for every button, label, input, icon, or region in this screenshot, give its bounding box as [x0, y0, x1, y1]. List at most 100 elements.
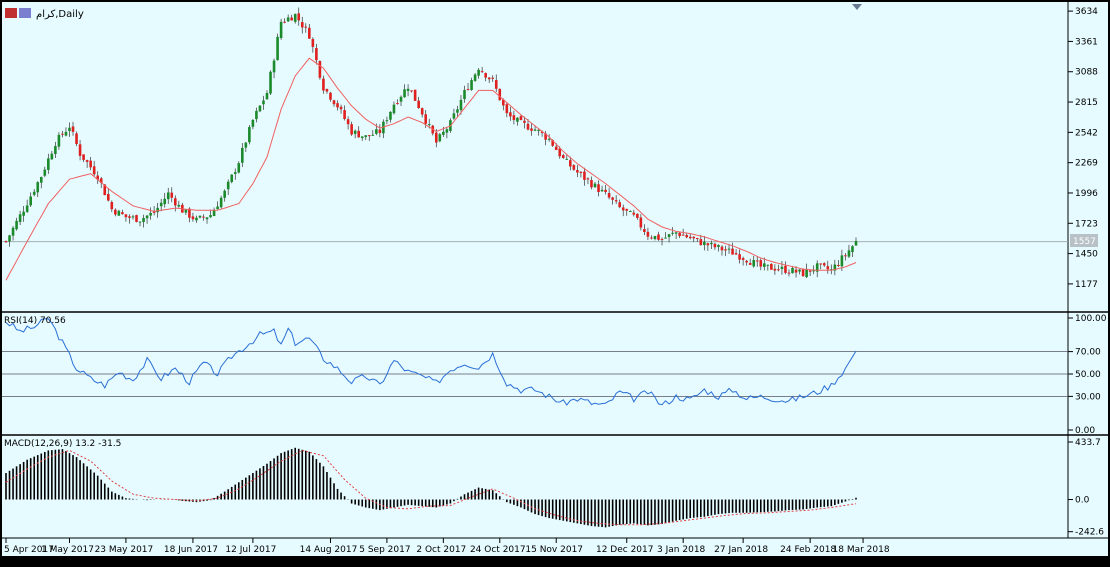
candle-bear [202, 216, 205, 218]
candle-bear [688, 236, 692, 239]
candle-bear [152, 211, 156, 213]
candle-bear [71, 126, 75, 132]
macd-panel[interactable]: 433.7 0.0 -242.6 [5, 438, 1104, 538]
candle-bear [607, 193, 611, 198]
price-tick-label: 3361 [1075, 37, 1098, 47]
candle-bear [346, 119, 350, 125]
symbol-icons[interactable] [5, 8, 31, 18]
time-tick-label: 1 May 2017 [41, 545, 94, 555]
candle-bull [798, 269, 801, 272]
candle-bull [8, 235, 11, 242]
candle-bear [420, 108, 424, 115]
candle-bull [142, 217, 145, 223]
candle-bull [427, 124, 431, 126]
candle-bull [600, 189, 604, 192]
candle-bear [413, 89, 417, 101]
candle-bull [762, 263, 766, 267]
candle-bear [801, 269, 805, 277]
candle-bull [371, 134, 375, 136]
candle-bull [279, 21, 283, 39]
candle-bear [787, 272, 791, 274]
candle-bear [311, 39, 315, 47]
bar-chart-icon[interactable] [5, 8, 17, 18]
candle-bull [226, 181, 230, 190]
candle-bull [445, 129, 449, 133]
price-tick-label: 3634 [1075, 7, 1098, 17]
candle-bull [766, 264, 770, 266]
candle-bull [470, 80, 473, 90]
candle-bear [632, 212, 636, 215]
candle-bear [519, 116, 523, 120]
candle-bear [755, 260, 759, 262]
candle-bull [15, 220, 18, 230]
candle-bear [822, 263, 826, 266]
candle-bear [713, 243, 717, 248]
moving-average-line [5, 57, 857, 281]
shift-marker-icon[interactable] [852, 4, 862, 10]
candle-bull [159, 202, 163, 207]
candle-bear [188, 208, 191, 218]
candle-bull [57, 134, 61, 147]
price-tick-label: 2542 [1075, 128, 1098, 138]
candle-bear [417, 100, 420, 109]
candle-bull [269, 71, 272, 94]
candle-bull [392, 104, 396, 114]
rsi-tick-label: 50.00 [1075, 370, 1101, 380]
candle-bear [494, 80, 498, 89]
macd-label: MACD(12,26,9) 13.2 -31.5 [4, 439, 121, 449]
candle-bull [156, 207, 159, 213]
candle-bear [618, 202, 621, 208]
candle-bull [25, 205, 29, 212]
price-panel[interactable]: 3634 3361 3088 2815 2542 2269 1996 1723 1450 1177 [2, 7, 1098, 290]
candle-bull [791, 268, 794, 274]
candle-bear [706, 243, 710, 246]
candle-bull [230, 174, 234, 183]
time-tick-label: 27 Jan 2018 [714, 545, 768, 555]
candle-bull [248, 127, 251, 143]
candle-bear [110, 202, 114, 210]
candle-bull [780, 266, 784, 269]
candle-bull [47, 158, 50, 170]
candle-bull [39, 177, 43, 183]
time-tick-label: 5 Apr 2017 [4, 545, 54, 555]
candle-bull [262, 100, 265, 105]
candle-bear [777, 269, 780, 271]
candle-bear [343, 110, 346, 119]
candle-bull [54, 146, 57, 155]
time-tick-label: 15 Nov 2017 [525, 545, 583, 555]
time-tick-label: 18 Jun 2017 [164, 545, 218, 555]
candle-bull [29, 196, 32, 206]
candle-bear [135, 215, 138, 222]
window-icon[interactable] [19, 8, 31, 18]
candle-bear [583, 171, 586, 180]
candle-bull [131, 216, 135, 218]
candle-bull [805, 269, 808, 278]
time-tick-label: 14 Aug 2017 [300, 545, 358, 555]
candle-bear [636, 213, 639, 218]
current-price-tag [1070, 234, 1098, 247]
candle-bear [643, 228, 646, 232]
time-tick-label: 18 Mar 2018 [833, 545, 890, 555]
candle-bear [103, 184, 107, 196]
candle-bear [114, 209, 117, 215]
rsi-panel[interactable]: 100.00 70.00 50.00 30.00 0.00 [2, 314, 1107, 436]
macd-tick-label: 0.0 [1075, 496, 1090, 506]
rsi-line [5, 318, 857, 406]
candle-bear [745, 260, 748, 263]
candle-bear [308, 27, 311, 39]
candle-bull [276, 36, 279, 61]
candle-bear [502, 99, 505, 106]
candle-bull [32, 191, 36, 195]
candle-bear [484, 73, 487, 78]
candle-bear [558, 148, 562, 157]
candle-bull [43, 169, 47, 176]
symbol-timeframe-label: كرام,Daily [36, 9, 84, 20]
candle-bull [815, 263, 819, 272]
candle-bull [389, 111, 392, 120]
candle-bull [163, 198, 167, 205]
candle-bear [124, 214, 128, 218]
candle-bear [551, 140, 554, 146]
candle-bull [406, 88, 410, 91]
candle-bear [106, 193, 110, 201]
